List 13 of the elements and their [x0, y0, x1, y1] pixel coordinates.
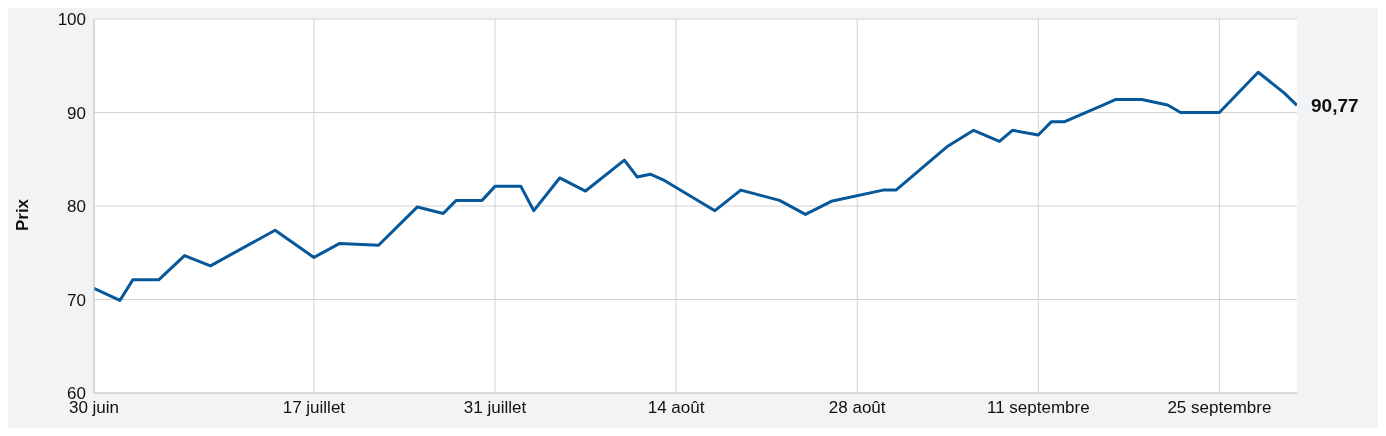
x-tick-label: 31 juillet	[463, 398, 527, 418]
y-axis-title: Prix	[13, 198, 33, 232]
y-tick-label: 100	[57, 10, 86, 30]
y-tick-label: 70	[67, 290, 86, 310]
annotation: 90,77	[1311, 95, 1359, 117]
y-tick-label: 90	[67, 103, 86, 123]
x-tick-label: 11 septembre	[986, 398, 1090, 418]
y-tick-label: 80	[67, 197, 86, 217]
line-series	[94, 70, 1297, 302]
x-tick-label: 17 juillet	[282, 398, 346, 418]
x-tick-label: 25 septembre	[1167, 398, 1272, 418]
x-tick-label: 28 août	[828, 398, 886, 418]
x-tick-label: 14 août	[647, 398, 705, 418]
